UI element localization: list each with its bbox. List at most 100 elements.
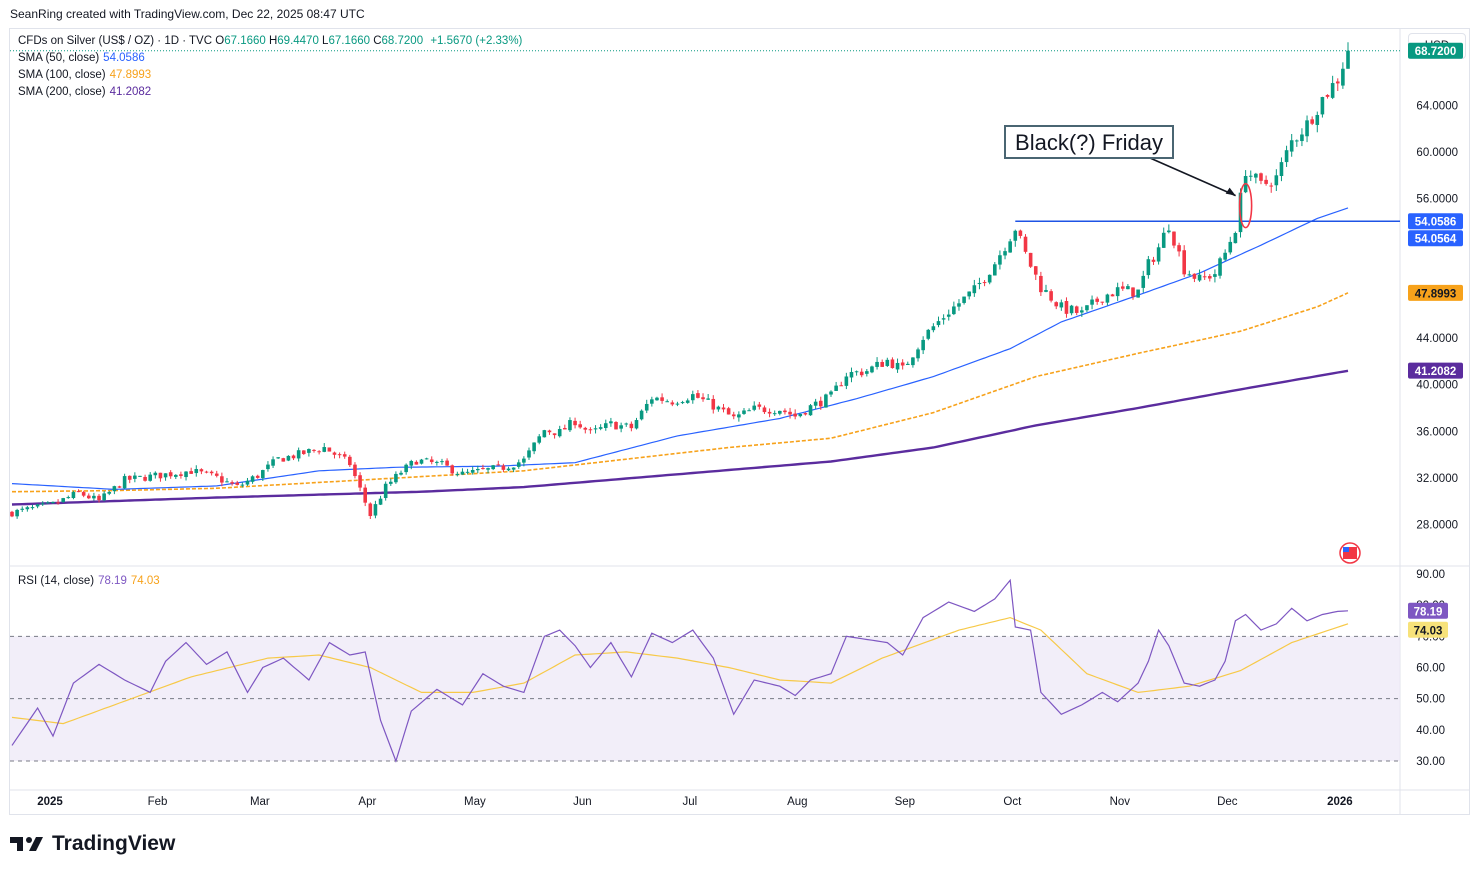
price-label-text: 41.2082 — [1415, 366, 1457, 378]
candle — [1325, 94, 1330, 97]
ohlc-value-O: 67.1660 — [224, 35, 266, 47]
ohlc-values: O67.1660 H69.4470 L67.1660 C68.7200 — [215, 35, 423, 47]
candle — [1248, 175, 1253, 177]
candle — [1182, 250, 1186, 275]
candle — [240, 484, 245, 486]
candle — [455, 474, 460, 476]
price-label-text: 54.0586 — [1415, 217, 1457, 229]
candle — [209, 471, 214, 474]
candle — [1018, 230, 1023, 236]
ohlc-key-H: H — [265, 35, 278, 47]
candle — [506, 468, 511, 471]
candle — [767, 411, 772, 414]
candle — [230, 482, 234, 484]
candle — [568, 420, 572, 431]
candle — [552, 433, 557, 436]
symbol-legend[interactable]: CFDs on Silver (US$ / OZ) · 1D · TVC O67… — [18, 35, 522, 47]
candle — [916, 349, 920, 359]
brand-name: TradingView — [52, 832, 176, 855]
candle — [1054, 302, 1059, 307]
candle — [1064, 300, 1069, 314]
candle — [35, 504, 40, 507]
candle — [962, 296, 966, 303]
candle — [1315, 114, 1320, 125]
annotation-arrowhead — [1225, 187, 1236, 196]
candle — [102, 493, 106, 501]
candle — [803, 413, 808, 415]
candle — [153, 472, 158, 476]
candle — [388, 481, 393, 484]
candle — [174, 474, 178, 477]
candle — [696, 393, 700, 398]
candle — [1320, 97, 1325, 115]
candle — [250, 476, 255, 482]
candle — [870, 366, 874, 373]
time-axis-label: Oct — [1003, 796, 1022, 808]
candle — [987, 274, 992, 283]
candle — [15, 509, 19, 517]
time-axis-label: Nov — [1110, 796, 1131, 808]
candle — [752, 405, 757, 410]
sma50-legend[interactable]: SMA (50, close) 54.0586 — [18, 52, 145, 64]
candle — [721, 407, 726, 410]
candle — [824, 394, 828, 408]
ohlc-key-C: C — [370, 35, 382, 47]
candle — [1172, 231, 1176, 246]
candle — [158, 472, 163, 479]
candle — [40, 503, 45, 505]
price-label-tag — [1408, 42, 1463, 59]
price-change: +1.5670 (+2.33%) — [430, 35, 523, 47]
highlight-ellipse — [1238, 182, 1253, 229]
candle — [30, 507, 35, 509]
candle — [670, 402, 675, 405]
candle — [481, 468, 485, 470]
annotation-box[interactable] — [1004, 125, 1174, 159]
candle — [460, 471, 465, 475]
candle — [650, 399, 654, 404]
candle — [1335, 81, 1340, 84]
candle — [1202, 276, 1207, 278]
candle — [1126, 286, 1130, 290]
price-tick-label: 60.0000 — [1416, 147, 1458, 159]
rsi-legend[interactable]: RSI (14, close) 78.19 74.03 — [18, 575, 160, 587]
candle — [690, 394, 695, 401]
symbol-title[interactable]: CFDs on Silver (US$ / OZ) · 1D · TVC — [18, 35, 213, 47]
sma200-legend[interactable]: SMA (200, close) 41.2082 — [18, 86, 151, 98]
candle — [516, 462, 521, 467]
candle — [859, 371, 864, 376]
price-tick-label: 56.0000 — [1416, 194, 1458, 206]
candle — [1028, 252, 1033, 267]
candle — [189, 471, 193, 474]
candle — [414, 461, 419, 465]
rsi-band-background — [10, 636, 1400, 761]
candle — [593, 428, 598, 430]
candle — [952, 306, 956, 315]
sma100-legend[interactable]: SMA (100, close) 47.8993 — [18, 69, 151, 81]
candle — [261, 470, 265, 479]
candle — [511, 467, 516, 470]
candle — [685, 400, 690, 403]
candle — [982, 282, 987, 284]
candle — [271, 459, 275, 466]
rsi-value: 78.19 — [98, 575, 127, 587]
candle — [394, 473, 398, 483]
candle — [972, 285, 977, 294]
annotation-text: Black(?) Friday — [1015, 130, 1163, 155]
candle — [665, 401, 670, 403]
candle — [1131, 287, 1135, 297]
candle — [266, 464, 270, 470]
candle — [435, 461, 439, 463]
price-tick-label: 40.0000 — [1416, 380, 1458, 392]
tradingview-logo-icon — [10, 837, 43, 851]
rsi-tick-label: 50.00 — [1416, 694, 1445, 706]
candle — [368, 503, 373, 517]
candle — [921, 339, 925, 351]
candle — [905, 363, 910, 365]
candle — [1136, 289, 1140, 298]
candle — [97, 495, 101, 501]
candle — [1156, 247, 1161, 262]
candle — [291, 455, 296, 459]
price-label-tag — [1408, 213, 1463, 230]
candle — [496, 464, 501, 466]
